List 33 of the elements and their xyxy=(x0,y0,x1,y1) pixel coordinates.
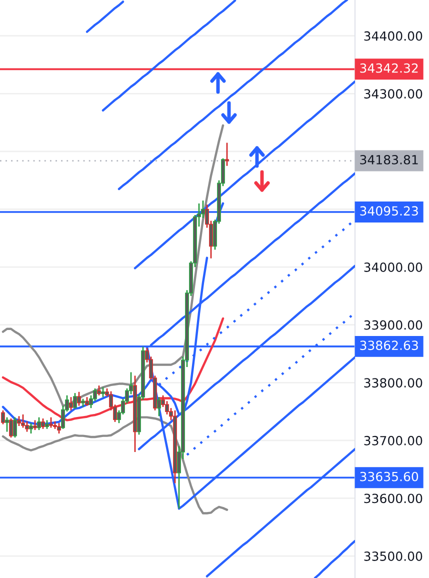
y-tick-label: 33600.00 xyxy=(364,494,422,504)
y-tick-label: 34000.00 xyxy=(364,262,422,272)
y-tick-label: 33900.00 xyxy=(364,320,422,330)
y-tick-label: 34400.00 xyxy=(364,31,422,41)
candlestick xyxy=(33,420,37,431)
line-series xyxy=(102,0,236,112)
y-tick-label: 33800.00 xyxy=(364,378,422,388)
ref-line-label: 34183.81 xyxy=(360,154,418,164)
candlestick xyxy=(37,416,41,431)
candlestick xyxy=(73,392,77,410)
candlestick xyxy=(1,410,5,425)
candlestick xyxy=(9,418,13,438)
line-series xyxy=(2,416,228,514)
candlestick xyxy=(69,396,73,412)
ref-line-label: 34342.32 xyxy=(360,63,418,73)
candlestick xyxy=(29,422,33,434)
candlestick xyxy=(101,386,105,398)
y-tick-label: 33700.00 xyxy=(364,436,422,446)
y-tick-label: 33500.00 xyxy=(364,552,422,561)
ref-line-label: 34095.23 xyxy=(360,206,418,216)
candlestick xyxy=(49,416,53,428)
line-series xyxy=(86,0,124,33)
candlestick xyxy=(5,416,9,432)
ref-line-label: 33635.60 xyxy=(360,472,418,482)
ref-line-label: 33862.63 xyxy=(360,340,418,350)
candlestick xyxy=(41,418,45,430)
y-tick-label: 34300.00 xyxy=(364,89,422,99)
candlestick xyxy=(77,391,81,406)
candlestick xyxy=(13,416,17,438)
candlestick xyxy=(21,414,25,428)
candlestick xyxy=(97,384,101,396)
line-series xyxy=(118,0,348,190)
line-series xyxy=(314,540,355,578)
